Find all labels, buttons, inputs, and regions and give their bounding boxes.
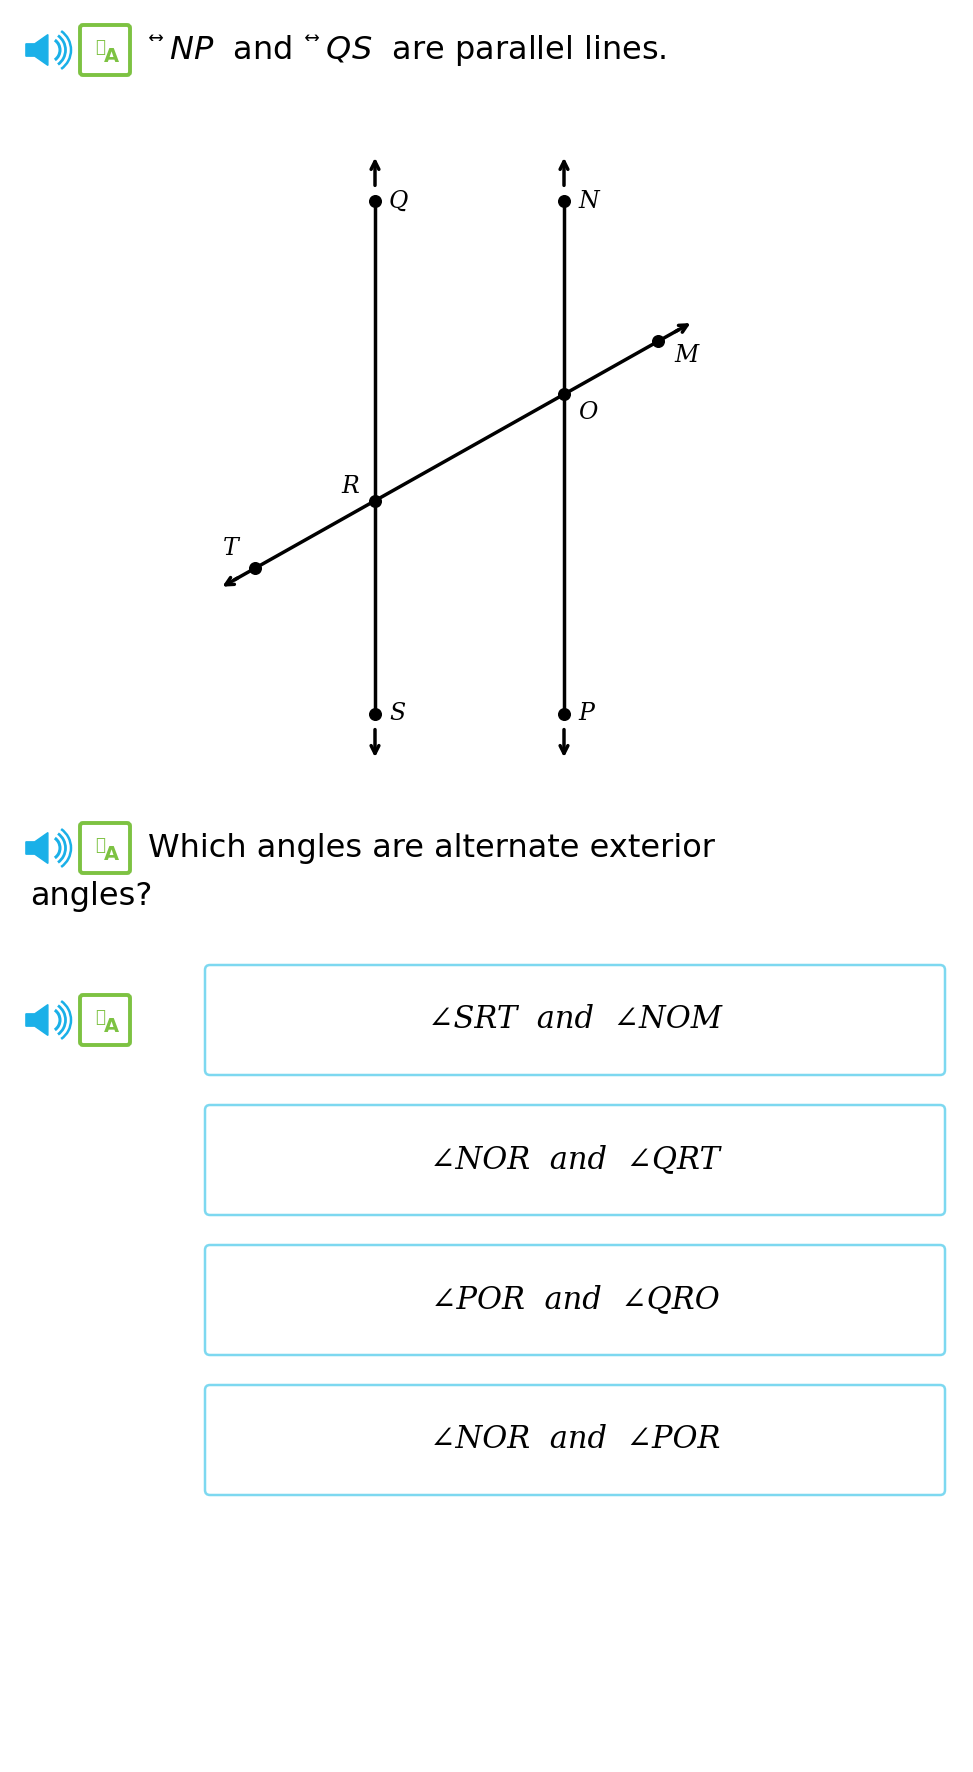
- Text: $\overleftrightarrow{NP}$  and  $\overleftrightarrow{QS}$  are parallel lines.: $\overleftrightarrow{NP}$ and $\overleft…: [148, 32, 667, 67]
- Polygon shape: [26, 833, 48, 863]
- Text: Which angles are alternate exterior: Which angles are alternate exterior: [148, 833, 715, 863]
- Text: A: A: [103, 1017, 119, 1035]
- Point: [367, 700, 382, 728]
- Text: ∠NOR  and  ∠POR: ∠NOR and ∠POR: [430, 1425, 720, 1455]
- Point: [367, 487, 382, 516]
- Text: P: P: [578, 702, 594, 725]
- Point: [557, 700, 572, 728]
- Text: S: S: [389, 702, 405, 725]
- FancyBboxPatch shape: [205, 1246, 945, 1356]
- Text: O: O: [578, 400, 597, 424]
- FancyBboxPatch shape: [205, 1106, 945, 1216]
- Point: [247, 555, 263, 583]
- Text: A: A: [103, 845, 119, 863]
- Point: [557, 381, 572, 409]
- Text: M: M: [674, 344, 699, 367]
- FancyBboxPatch shape: [205, 1386, 945, 1496]
- Text: ∠SRT  and  ∠NOM: ∠SRT and ∠NOM: [428, 1005, 722, 1035]
- Text: 文: 文: [95, 1008, 105, 1026]
- Point: [650, 328, 666, 356]
- FancyBboxPatch shape: [205, 966, 945, 1076]
- Text: R: R: [342, 475, 359, 498]
- Polygon shape: [26, 35, 48, 66]
- Text: ∠NOR  and  ∠QRT: ∠NOR and ∠QRT: [430, 1145, 720, 1175]
- Text: Q: Q: [389, 190, 409, 213]
- FancyBboxPatch shape: [80, 25, 130, 74]
- FancyBboxPatch shape: [80, 996, 130, 1045]
- Text: 文: 文: [95, 836, 105, 854]
- Text: A: A: [103, 46, 119, 66]
- Text: N: N: [578, 190, 598, 213]
- FancyBboxPatch shape: [80, 822, 130, 874]
- Point: [557, 188, 572, 216]
- Text: ∠POR  and  ∠QRO: ∠POR and ∠QRO: [431, 1285, 719, 1315]
- Text: 文: 文: [95, 37, 105, 55]
- Polygon shape: [26, 1005, 48, 1035]
- Text: T: T: [223, 537, 238, 560]
- Point: [367, 188, 382, 216]
- Text: angles?: angles?: [30, 881, 153, 911]
